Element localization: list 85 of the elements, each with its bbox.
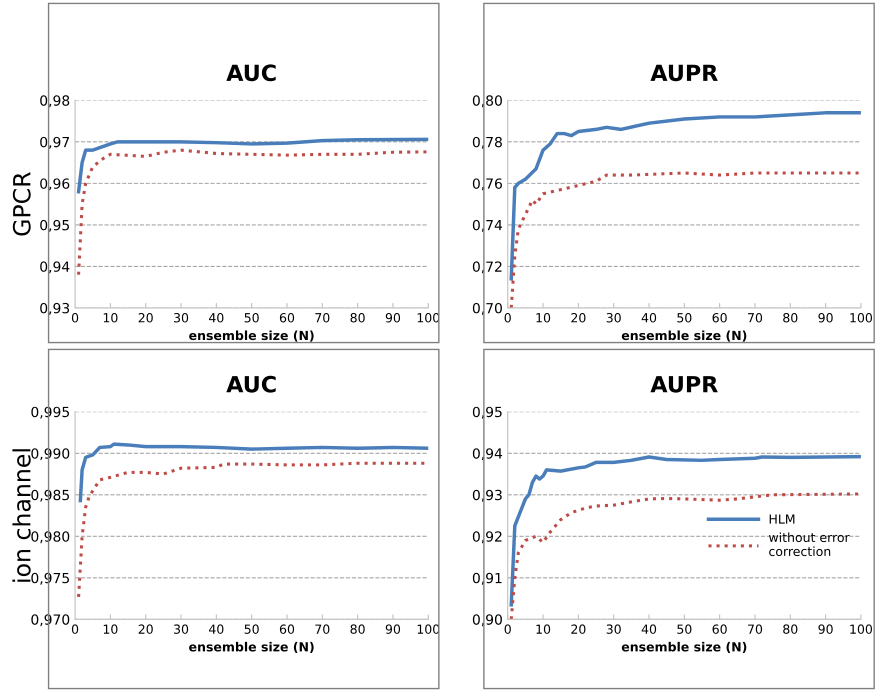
y-tick-label: 0,93 xyxy=(40,302,70,315)
y-axis-title: ion channel xyxy=(12,449,31,582)
x-axis-title: ensemble size (N) xyxy=(189,642,314,653)
line-series xyxy=(510,454,861,607)
x-tick-label: 60 xyxy=(712,313,727,322)
y-tick-label: 0,96 xyxy=(40,178,70,190)
legend-label: without error correction xyxy=(768,532,850,556)
legend-label: HLM xyxy=(770,514,794,524)
x-tick-label: 70 xyxy=(315,624,330,634)
y-tick-label: 0,97 xyxy=(40,136,70,149)
y-axis-title: GPCR xyxy=(12,172,31,236)
chart-title: AUC xyxy=(226,376,276,393)
y-tick-label: 0,95 xyxy=(472,406,502,419)
x-tick-label: 70 xyxy=(748,624,762,634)
x-tick-label: 20 xyxy=(138,313,153,322)
x-tick-label: 10 xyxy=(536,313,550,322)
x-tick-label: 0 xyxy=(504,313,511,322)
x-tick-label: 30 xyxy=(606,624,621,634)
x-tick-label: 0 xyxy=(504,624,511,634)
y-tick-label: 0,93 xyxy=(472,490,502,502)
y-tick-label: 0,92 xyxy=(472,531,502,544)
x-tick-label: 30 xyxy=(174,624,188,634)
x-tick-label: 80 xyxy=(783,313,798,322)
x-tick-label: 20 xyxy=(571,624,586,634)
x-tick-label: 40 xyxy=(208,313,224,322)
x-tick-label: 90 xyxy=(386,313,400,322)
x-tick-label: 40 xyxy=(642,624,656,634)
y-tick-label: 0,995 xyxy=(31,406,69,419)
x-tick-label: 40 xyxy=(642,313,656,322)
x-tick-label: 50 xyxy=(677,624,692,634)
x-tick-label: 90 xyxy=(818,313,833,322)
line-series xyxy=(76,138,428,194)
y-tick-label: 0,76 xyxy=(472,178,502,190)
x-axis-title: ensemble size (N) xyxy=(189,330,314,342)
x-tick-label: 10 xyxy=(104,624,118,634)
y-tick-label: 0,94 xyxy=(40,261,70,274)
y-tick-label: 0,990 xyxy=(31,448,70,460)
x-tick-label: 30 xyxy=(174,313,188,322)
y-tick-label: 0,980 xyxy=(31,531,70,544)
line-series xyxy=(510,492,861,620)
x-tick-label: 60 xyxy=(280,313,294,322)
x-tick-label: 70 xyxy=(315,313,330,322)
y-tick-label: 0,70 xyxy=(472,302,502,315)
x-tick-label: 10 xyxy=(104,313,118,322)
x-tick-label: 0 xyxy=(72,624,78,634)
x-tick-label: 20 xyxy=(571,313,586,322)
x-tick-label: 30 xyxy=(606,313,621,322)
y-tick-label: 0,78 xyxy=(472,136,502,149)
x-tick-label: 40 xyxy=(208,624,224,634)
chart-title: AUPR xyxy=(650,64,718,82)
line-series xyxy=(77,148,428,276)
x-tick-label: 20 xyxy=(138,624,153,634)
y-tick-label: 0,975 xyxy=(31,572,69,585)
chart-title: AUC xyxy=(226,64,276,82)
y-tick-label: 0,90 xyxy=(472,614,502,626)
x-axis-title: ensemble size (N) xyxy=(622,330,746,342)
x-tick-label: 70 xyxy=(748,313,762,322)
y-tick-label: 0,72 xyxy=(472,261,502,274)
y-tick-label: 0,98 xyxy=(40,95,70,108)
y-tick-label: 0,91 xyxy=(472,572,502,585)
y-tick-label: 0,970 xyxy=(31,614,70,626)
line-series xyxy=(510,171,861,308)
y-tick-label: 0,80 xyxy=(472,95,502,108)
y-tick-label: 0,95 xyxy=(40,220,69,232)
line-series xyxy=(510,111,861,281)
x-tick-label: 80 xyxy=(350,624,365,634)
x-tick-label: 100 xyxy=(850,313,872,322)
y-tick-label: 0,74 xyxy=(472,220,502,232)
x-tick-label: 50 xyxy=(244,624,259,634)
x-tick-label: 10 xyxy=(536,624,550,634)
x-tick-label: 50 xyxy=(244,313,259,322)
x-tick-label: 60 xyxy=(712,624,727,634)
x-tick-label: 0 xyxy=(72,313,78,322)
x-tick-label: 80 xyxy=(350,313,365,322)
x-tick-label: 90 xyxy=(818,624,833,634)
y-tick-label: 0,94 xyxy=(472,448,502,460)
x-tick-label: 100 xyxy=(850,624,872,634)
x-tick-label: 50 xyxy=(677,313,692,322)
x-tick-label: 60 xyxy=(280,624,294,634)
line-series xyxy=(78,442,428,502)
chart-title: AUPR xyxy=(650,376,718,393)
x-axis-title: ensemble size (N) xyxy=(622,642,746,653)
y-tick-label: 0,985 xyxy=(31,490,69,502)
x-tick-label: 90 xyxy=(386,624,400,634)
x-tick-label: 80 xyxy=(783,624,798,634)
